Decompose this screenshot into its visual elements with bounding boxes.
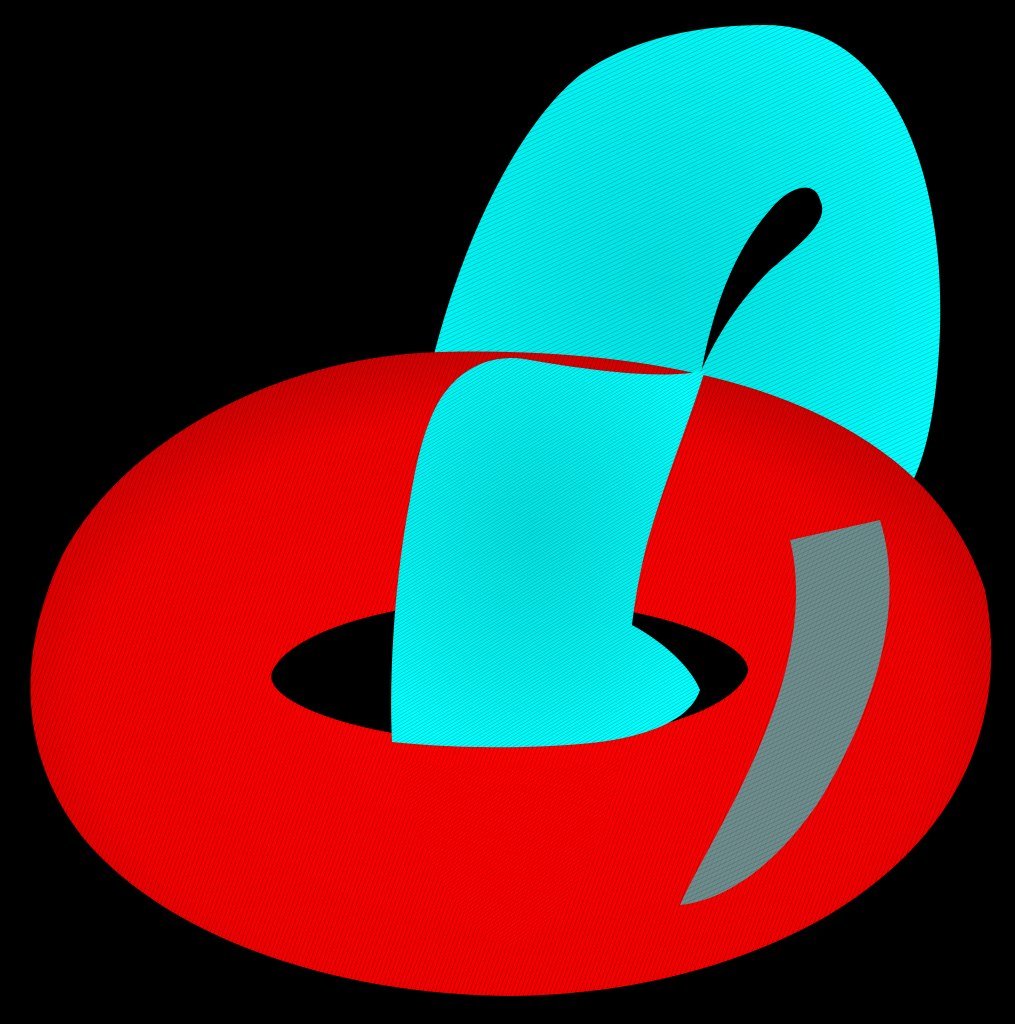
cyan-torus-front [391, 358, 705, 748]
cyan-torus-right-limb [680, 520, 890, 905]
